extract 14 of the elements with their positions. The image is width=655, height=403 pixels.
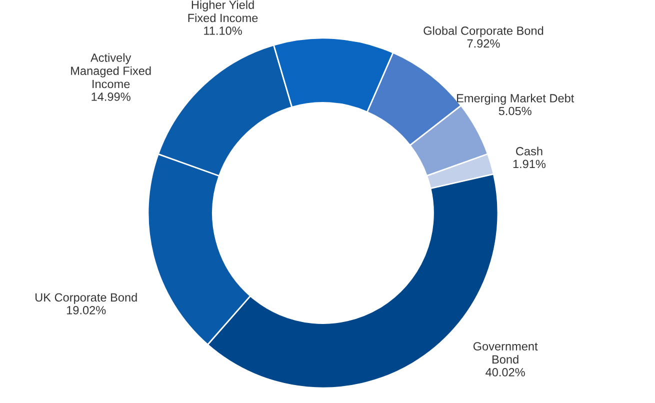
slice-label: Emerging Market Debt [457, 94, 574, 105]
data-label: 14.99% [92, 92, 130, 101]
data-label: 40.02% [486, 368, 525, 376]
data-label: 1.91% [513, 160, 546, 168]
slice-label: Global Corporate Bond [424, 26, 544, 38]
slice-label: Actively Managed Fixed Income [71, 53, 151, 88]
data-label: 5.05% [498, 106, 532, 116]
slice-label: UK Corporate Bond [36, 292, 137, 304]
slice-label: Cash [516, 146, 542, 156]
slice-label: Higher Yield Fixed Income [188, 0, 258, 22]
slice-label: Government Bond [473, 342, 538, 364]
data-label: 11.10% [204, 26, 242, 35]
data-label: 19.02% [66, 306, 106, 314]
data-label: 7.92% [467, 39, 500, 48]
